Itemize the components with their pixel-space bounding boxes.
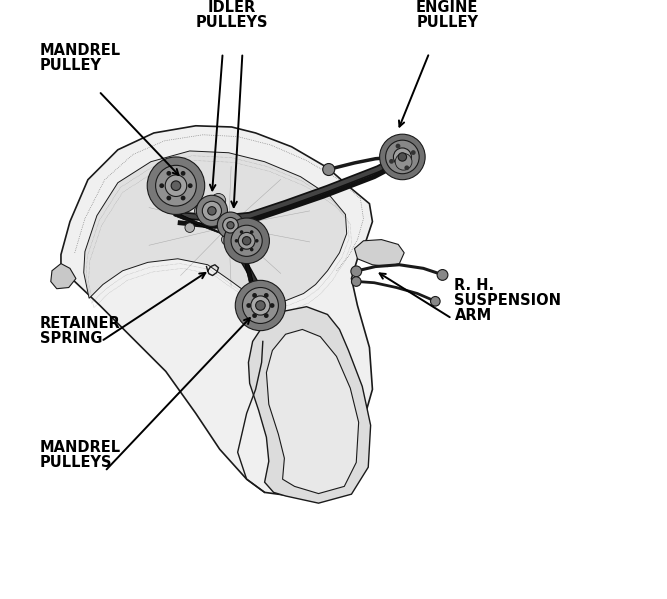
Circle shape (196, 195, 227, 226)
Circle shape (394, 148, 412, 166)
Circle shape (167, 196, 171, 201)
Text: IDLER
PULLEYS: IDLER PULLEYS (195, 0, 268, 30)
Circle shape (239, 248, 243, 252)
Polygon shape (61, 126, 372, 496)
Circle shape (392, 151, 404, 163)
Circle shape (235, 239, 238, 243)
Circle shape (351, 266, 362, 277)
Circle shape (396, 144, 400, 149)
Circle shape (181, 171, 185, 176)
Circle shape (202, 201, 221, 220)
Circle shape (251, 296, 270, 315)
Circle shape (252, 293, 257, 298)
Circle shape (188, 183, 193, 188)
Polygon shape (266, 329, 359, 494)
Circle shape (250, 248, 253, 252)
Circle shape (239, 230, 243, 234)
Circle shape (185, 223, 195, 232)
Circle shape (181, 196, 185, 201)
Polygon shape (84, 151, 347, 301)
Text: MANDREL
PULLEYS: MANDREL PULLEYS (40, 440, 121, 470)
Circle shape (155, 165, 196, 206)
Polygon shape (173, 213, 259, 304)
Polygon shape (354, 240, 404, 267)
Circle shape (252, 313, 257, 318)
Circle shape (242, 288, 278, 323)
Circle shape (255, 239, 259, 243)
Circle shape (404, 165, 409, 170)
Circle shape (207, 207, 216, 215)
Circle shape (398, 153, 407, 161)
Circle shape (238, 232, 255, 249)
Circle shape (147, 157, 205, 214)
Circle shape (195, 205, 207, 217)
Circle shape (167, 171, 171, 176)
Circle shape (246, 303, 251, 308)
Text: MANDREL
PULLEY: MANDREL PULLEY (40, 43, 121, 73)
Circle shape (221, 234, 232, 245)
Circle shape (227, 222, 234, 229)
Circle shape (231, 225, 262, 256)
Polygon shape (248, 307, 371, 503)
Polygon shape (51, 264, 76, 289)
Circle shape (217, 212, 243, 238)
Text: ENGINE
PULLEY: ENGINE PULLEY (416, 0, 478, 30)
Circle shape (171, 181, 181, 190)
Circle shape (159, 183, 164, 188)
Circle shape (223, 217, 238, 233)
Circle shape (250, 230, 253, 234)
Circle shape (269, 303, 275, 308)
Circle shape (224, 218, 269, 264)
Circle shape (437, 270, 448, 280)
Circle shape (352, 277, 361, 286)
Circle shape (235, 280, 285, 331)
Circle shape (165, 175, 187, 196)
Circle shape (389, 159, 394, 164)
Circle shape (395, 153, 412, 170)
Circle shape (264, 293, 269, 298)
Circle shape (211, 193, 225, 208)
Circle shape (380, 134, 425, 180)
Circle shape (242, 237, 251, 245)
Circle shape (255, 301, 265, 310)
Circle shape (323, 164, 335, 176)
Text: R. H.
SUSPENSION
ARM: R. H. SUSPENSION ARM (454, 278, 562, 323)
Circle shape (386, 140, 419, 174)
Circle shape (411, 150, 416, 155)
Circle shape (264, 313, 269, 318)
Circle shape (430, 297, 440, 306)
Text: RETAINER
SPRING: RETAINER SPRING (40, 316, 121, 346)
